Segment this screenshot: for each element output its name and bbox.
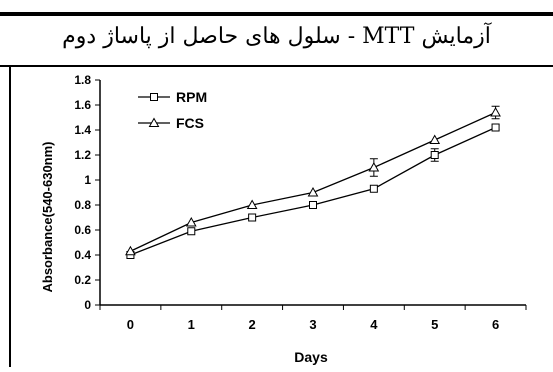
x-tick-label: 1 [188, 317, 195, 332]
x-tick-label: 4 [370, 317, 378, 332]
legend-marker-rpm [150, 93, 158, 101]
y-tick-label: 0 [84, 298, 91, 312]
y-tick-label: 0.6 [74, 223, 91, 237]
line-chart: 0 0.2 0.4 0.6 0.8 1 1.2 1.4 1.6 1.8 0 1 2 3 4 5 6 RPM FCS… [40, 73, 527, 365]
legend-label-rpm: RPM [176, 89, 207, 105]
x-tick-label: 3 [309, 317, 316, 332]
data-point-rpm [309, 201, 317, 209]
y-tick-label: 0.4 [74, 248, 91, 262]
legend: RPM FCS [138, 89, 207, 131]
y-tick-label: 1.6 [74, 98, 91, 112]
series-layer [125, 105, 501, 259]
series-line-fcs [130, 111, 496, 252]
left-frame-line [9, 67, 11, 367]
y-tick-label: 1 [84, 173, 91, 187]
y-tick-label: 0.2 [74, 273, 91, 287]
x-tick-label: 2 [249, 317, 256, 332]
data-point-rpm [430, 151, 439, 159]
slide-title: آزمایش MTT - سلول های حاصل از پاساژ دوم [62, 24, 491, 49]
x-tick-label: 5 [431, 317, 438, 332]
series-fcs [125, 105, 501, 256]
top-frame [0, 0, 553, 14]
axes: 0 0.2 0.4 0.6 0.8 1 1.2 1.4 1.6 1.8 0 1 2 3 4 5 6 [74, 73, 527, 332]
data-point-rpm [369, 184, 378, 193]
data-point-rpm [491, 123, 500, 132]
y-tick-label: 0.8 [74, 198, 91, 212]
y-tick-label: 1.4 [74, 123, 91, 137]
legend-label-fcs: FCS [176, 115, 204, 131]
data-point-fcs [307, 186, 319, 197]
chart-area: 0 0.2 0.4 0.6 0.8 1 1.2 1.4 1.6 1.8 0 1 2 3 4 5 6 RPM FCS… [0, 67, 553, 367]
y-tick-label: 1.2 [74, 148, 91, 162]
y-tick-label: 1.8 [74, 73, 91, 87]
legend-marker-fcs [148, 117, 160, 127]
data-point-rpm [248, 213, 257, 222]
data-point-rpm [187, 227, 196, 236]
data-point-fcs [246, 199, 258, 209]
title-box [0, 14, 553, 67]
data-point-fcs [490, 106, 501, 117]
data-point-fcs [429, 134, 441, 144]
x-tick-label: 6 [492, 317, 499, 332]
data-point-fcs [185, 216, 197, 227]
x-axis-label: Days [294, 349, 328, 365]
y-axis-label: Absorbance(540-630nm) [40, 142, 55, 293]
x-tick-label: 0 [127, 317, 134, 332]
data-point-fcs [125, 245, 136, 256]
data-point-fcs [368, 161, 380, 172]
